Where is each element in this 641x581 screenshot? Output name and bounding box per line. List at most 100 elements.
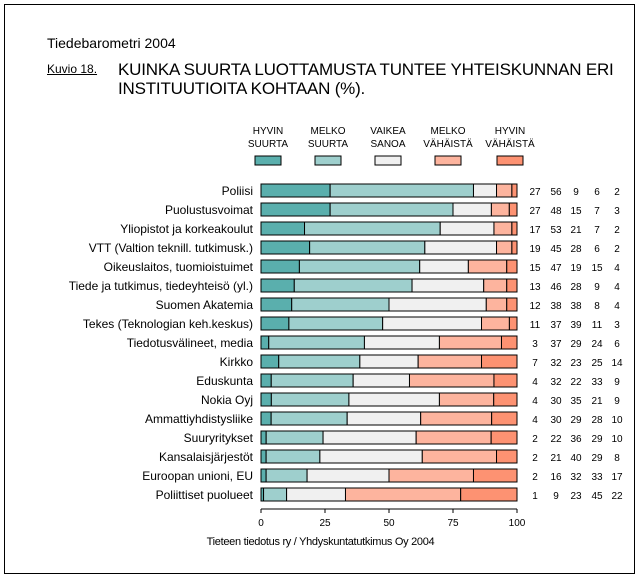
supertitle: Tiedebarometri 2004	[47, 35, 176, 51]
data-label: 6	[594, 187, 600, 198]
data-label: 2	[614, 225, 620, 236]
bar-segment	[506, 297, 518, 312]
bar-segment	[439, 221, 495, 236]
category-label: Tiedotusvälineet, media	[127, 336, 254, 350]
bar-segment	[472, 468, 518, 483]
bar-segment	[260, 468, 267, 483]
bar-segment	[481, 354, 518, 369]
bar-segment	[329, 202, 454, 217]
data-label: 2	[614, 187, 620, 198]
bar-segment	[322, 430, 417, 445]
bar-segment	[260, 335, 270, 350]
bar-segment	[260, 373, 272, 388]
category-label: Tiede ja tutkimus, tiedeyhteisö (yl.)	[69, 279, 253, 293]
bar-segment	[508, 202, 518, 217]
category-label: Suuryritykset	[184, 431, 254, 445]
category-label: Oikeuslaitos, tuomioistuimet	[104, 260, 254, 274]
bar-segment	[260, 278, 295, 293]
category-label: Euroopan unioni, EU	[142, 469, 253, 483]
data-label: 30	[550, 415, 562, 426]
legend-swatch	[434, 155, 462, 166]
category-label: Poliittiset puolueet	[156, 488, 254, 502]
bar-segment	[460, 487, 518, 502]
bar-segment	[286, 487, 346, 502]
data-label: 4	[532, 415, 538, 426]
bar-segment	[260, 449, 267, 464]
bar-segment	[270, 411, 348, 426]
data-label: 9	[614, 377, 620, 388]
legend-label: SANOA	[370, 139, 405, 150]
bar-segment	[421, 449, 498, 464]
data-label: 35	[570, 396, 582, 407]
x-tick-label: 50	[383, 518, 395, 529]
bar-segment	[278, 354, 361, 369]
data-label: 29	[570, 339, 582, 350]
data-label: 9	[614, 396, 620, 407]
x-tick-label: 75	[447, 518, 459, 529]
bar-segment	[467, 259, 508, 274]
bar-segment	[408, 373, 495, 388]
data-label: 15	[591, 263, 603, 274]
bar-segment	[260, 221, 306, 236]
data-label: 4	[614, 282, 620, 293]
bar-segment	[424, 240, 498, 255]
data-label: 33	[591, 377, 603, 388]
data-label: 10	[611, 415, 623, 426]
bar-segment	[382, 316, 483, 331]
bar-segment	[438, 335, 502, 350]
data-label: 7	[532, 358, 538, 369]
data-label: 24	[591, 339, 603, 350]
bar-segment	[508, 316, 518, 331]
bar-segment	[506, 278, 518, 293]
category-label: Suomen Akatemia	[156, 298, 254, 312]
bar-segment	[309, 240, 426, 255]
bar-segment	[304, 221, 441, 236]
bar-segment	[411, 278, 485, 293]
data-label: 15	[570, 206, 582, 217]
legend-label: SUURTA	[308, 139, 349, 150]
bar-segment	[493, 392, 518, 407]
data-label: 46	[550, 282, 562, 293]
bar-segment	[388, 297, 487, 312]
bar-segment	[511, 240, 518, 255]
bar-segment	[415, 430, 492, 445]
category-label: Kansalaisjärjestöt	[159, 450, 254, 464]
figure-label: Kuvio 18.	[47, 62, 98, 76]
legend-swatch	[496, 155, 524, 166]
data-label: 56	[550, 187, 562, 198]
legend-swatch	[254, 155, 282, 166]
data-label: 13	[529, 282, 541, 293]
data-label: 12	[529, 301, 541, 312]
bar-segment	[419, 259, 469, 274]
data-label: 3	[532, 339, 538, 350]
data-label: 1	[532, 491, 538, 502]
data-label: 53	[550, 225, 562, 236]
bar-segment	[344, 487, 462, 502]
x-tick-label: 100	[509, 518, 526, 529]
bar-segment	[263, 487, 288, 502]
data-label: 45	[591, 491, 603, 502]
legend-label: VAIKEA	[370, 126, 406, 137]
bar-segment	[490, 430, 518, 445]
data-label: 9	[553, 491, 559, 502]
data-label: 33	[591, 472, 603, 483]
data-label: 15	[529, 263, 541, 274]
data-label: 8	[614, 453, 620, 464]
bar-segment	[346, 411, 422, 426]
bar-segment	[420, 411, 493, 426]
category-label: VTT (Valtion teknill. tutkimusk.)	[89, 241, 253, 255]
bar-segment	[265, 430, 324, 445]
data-label: 37	[550, 339, 562, 350]
bar-segment	[493, 373, 518, 388]
bar-segment	[352, 373, 410, 388]
category-label: Ammattiyhdistysliike	[145, 412, 253, 426]
category-label: Poliisi	[222, 184, 253, 198]
data-label: 21	[591, 396, 603, 407]
bar-segment	[291, 297, 390, 312]
data-label: 6	[614, 339, 620, 350]
chart-title: KUINKA SUURTA LUOTTAMUSTA TUNTEE YHTEISK…	[118, 60, 614, 98]
data-label: 27	[529, 206, 541, 217]
bar-segment	[493, 221, 513, 236]
bar-segment	[417, 354, 483, 369]
